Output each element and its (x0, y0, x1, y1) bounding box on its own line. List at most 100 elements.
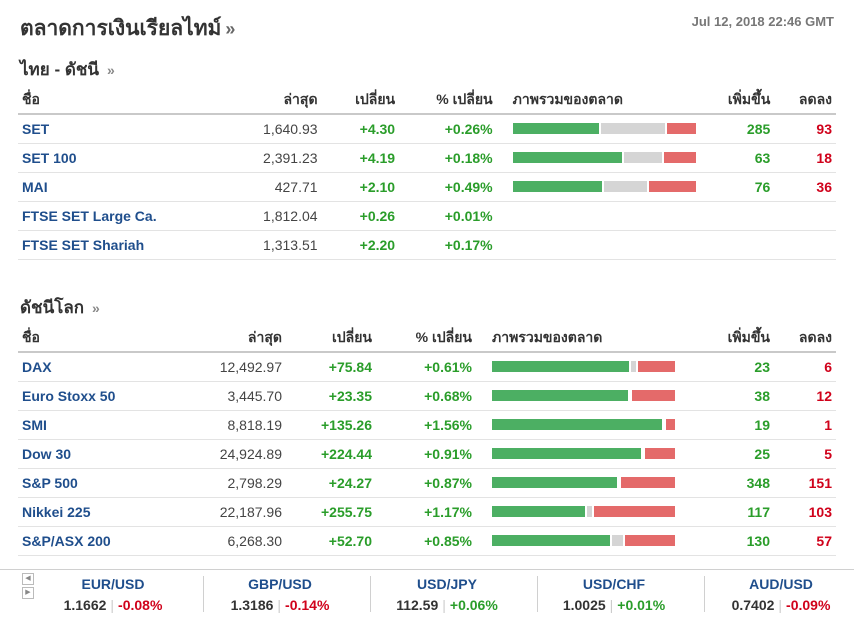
table-row[interactable]: S&P/ASX 200 6,268.30 +52.70 +0.85% 130 57 (18, 526, 836, 556)
separator: | (609, 597, 614, 613)
last-value: 3,445.70 (188, 381, 286, 411)
currency-pair-item[interactable]: USD/CHF 1.0025 | +0.01% (539, 570, 689, 616)
currency-ticker: ◀ ▶ EUR/USD 1.1662 | -0.08% GBP/USD 1.3186 | -0… (0, 569, 854, 617)
last-value: 12,492.97 (188, 352, 286, 382)
section-title-world[interactable]: ดัชนีโลก » (20, 294, 100, 321)
ticker-divider (537, 576, 538, 612)
index-name-link[interactable]: MAI (18, 172, 223, 202)
advancers-count: 130 (686, 526, 774, 556)
advancers-count: 76 (699, 172, 775, 202)
ticker-controls: ◀ ▶ (22, 573, 36, 601)
decliners-count (774, 230, 836, 260)
decliners-count: 151 (774, 468, 836, 498)
table-row[interactable]: S&P 500 2,798.29 +24.27 +0.87% 348 151 (18, 468, 836, 498)
pct-change-value: +0.26% (399, 114, 497, 144)
last-value: 6,268.30 (188, 526, 286, 556)
market-breadth-bar (512, 152, 696, 163)
currency-pair-name: USD/JPY (417, 576, 477, 592)
advancers-count: 348 (686, 468, 774, 498)
market-breadth-cell (476, 381, 686, 411)
world-index-table: ชื่อ ล่าสุด เปลี่ยน % เปลี่ยน ภาพรวมของต… (18, 324, 836, 556)
market-breadth-bar (492, 361, 675, 373)
market-breadth-cell (476, 526, 686, 556)
table-row[interactable]: FTSE SET Large Ca. 1,812.04 +0.26 +0.01% (18, 201, 836, 231)
pct-change-value: +0.91% (376, 439, 476, 469)
currency-change: -0.14% (285, 597, 330, 613)
index-name-link[interactable]: Nikkei 225 (18, 497, 188, 527)
page-title-link[interactable]: ตลาดการเงินเรียลไทม์» (20, 12, 235, 45)
declining-segment (645, 448, 675, 459)
currency-values: 112.59 | +0.06% (372, 597, 522, 613)
last-value: 8,818.19 (188, 410, 286, 440)
currency-pair-item[interactable]: AUD/USD 0.7402 | -0.09% (706, 570, 854, 616)
last-value: 2,798.29 (188, 468, 286, 498)
currency-price: 112.59 (396, 597, 439, 613)
declining-segment (625, 535, 675, 546)
advancers-count (699, 201, 775, 231)
table-row[interactable]: MAI 427.71 +2.10 +0.49% 76 36 (18, 172, 836, 202)
pct-change-value: +0.49% (399, 172, 497, 202)
change-value: +2.20 (321, 230, 400, 260)
index-name-link[interactable]: SET (18, 114, 223, 144)
table-row[interactable]: Nikkei 225 22,187.96 +255.75 +1.17% 117 103 (18, 497, 836, 527)
index-name-link[interactable]: S&P/ASX 200 (18, 526, 188, 556)
currency-price: 0.7402 (731, 597, 775, 613)
table-row[interactable]: Dow 30 24,924.89 +224.44 +0.91% 25 5 (18, 439, 836, 469)
advancing-segment (492, 361, 630, 373)
col-overview: ภาพรวมของตลาด (496, 86, 700, 115)
advancers-count: 19 (686, 410, 774, 440)
market-breadth-cell (476, 468, 686, 498)
market-breadth-cell (476, 352, 686, 382)
ticker-prev-button[interactable]: ◀ (22, 573, 34, 585)
change-value: +2.10 (321, 172, 400, 202)
advancing-segment (512, 181, 603, 192)
declining-segment (666, 123, 696, 135)
decliners-count: 18 (774, 143, 836, 173)
index-name-link[interactable]: FTSE SET Large Ca. (18, 201, 223, 231)
ticker-next-button[interactable]: ▶ (22, 587, 34, 599)
change-value: +4.30 (321, 114, 400, 144)
decliners-count: 103 (774, 497, 836, 527)
separator: | (277, 597, 282, 613)
chevron-right-icon: ▶ (25, 589, 31, 596)
currency-pair-item[interactable]: EUR/USD 1.1662 | -0.08% (38, 570, 188, 616)
unchanged-segment (631, 361, 637, 373)
index-name-link[interactable]: Dow 30 (18, 439, 188, 469)
index-name-link[interactable]: DAX (18, 352, 188, 382)
declining-segment (638, 361, 675, 373)
table-row[interactable]: SET 1,640.93 +4.30 +0.26% 285 93 (18, 114, 836, 144)
timestamp: Jul 12, 2018 22:46 GMT (691, 14, 834, 29)
change-value: +0.26 (321, 201, 400, 231)
change-value: +224.44 (286, 439, 376, 469)
declining-segment (621, 477, 675, 488)
currency-pair-item[interactable]: USD/JPY 112.59 | +0.06% (372, 570, 522, 616)
separator: | (442, 597, 446, 613)
index-name-link[interactable]: S&P 500 (18, 468, 188, 498)
declining-segment (666, 419, 675, 430)
last-value: 1,640.93 (222, 114, 322, 144)
pct-change-value: +0.17% (399, 230, 497, 260)
table-row[interactable]: FTSE SET Shariah 1,313.51 +2.20 +0.17% (18, 230, 836, 260)
pct-change-value: +0.85% (376, 526, 476, 556)
index-name-link[interactable]: SET 100 (18, 143, 223, 173)
table-row[interactable]: SMI 8,818.19 +135.26 +1.56% 19 1 (18, 410, 836, 440)
section-title-thai[interactable]: ไทย - ดัชนี » (20, 56, 115, 83)
col-overview: ภาพรวมของตลาด (476, 324, 686, 353)
more-arrow: » (92, 300, 100, 316)
col-down: ลดลง (774, 86, 836, 115)
col-change: เปลี่ยน (321, 86, 400, 115)
currency-pair-item[interactable]: GBP/USD 1.3186 | -0.14% (205, 570, 355, 616)
table-row[interactable]: SET 100 2,391.23 +4.19 +0.18% 63 18 (18, 143, 836, 173)
index-name-link[interactable]: Euro Stoxx 50 (18, 381, 188, 411)
chevron-left-icon: ◀ (25, 575, 31, 582)
market-breadth-bar (492, 477, 675, 488)
index-name-link[interactable]: SMI (18, 410, 188, 440)
currency-values: 0.7402 | -0.09% (706, 597, 854, 613)
index-name-link[interactable]: FTSE SET Shariah (18, 230, 223, 260)
col-pct: % เปลี่ยน (376, 324, 476, 353)
table-row[interactable]: Euro Stoxx 50 3,445.70 +23.35 +0.68% 38 12 (18, 381, 836, 411)
table-row[interactable]: DAX 12,492.97 +75.84 +0.61% 23 6 (18, 352, 836, 382)
currency-price: 1.3186 (230, 597, 274, 613)
pct-change-value: +1.17% (376, 497, 476, 527)
last-value: 22,187.96 (188, 497, 286, 527)
